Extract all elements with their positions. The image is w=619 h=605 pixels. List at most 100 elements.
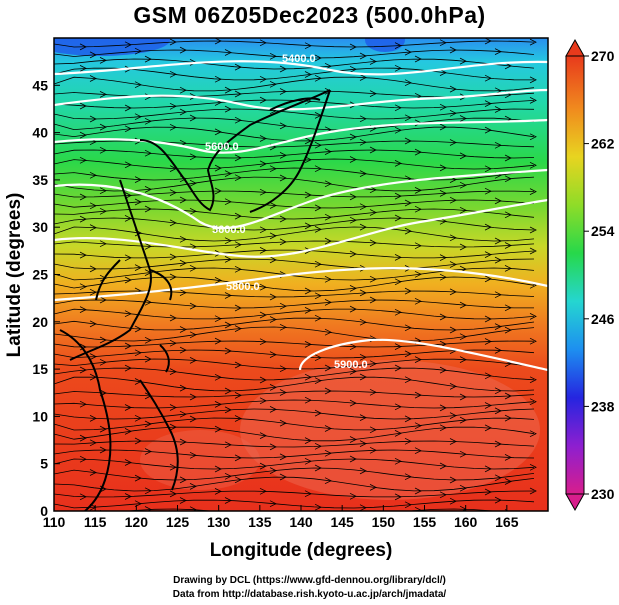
streamline [54, 467, 535, 481]
streamline [54, 217, 535, 231]
wind-arrow-head [169, 273, 177, 281]
wind-arrow-head [459, 450, 467, 458]
wind-arrow-head [349, 250, 357, 258]
wind-arrow-head [134, 198, 142, 206]
x-tick-label: 130 [207, 514, 231, 530]
streamline [54, 40, 535, 48]
wind-arrow-head [459, 206, 467, 214]
wind-arrow-head [359, 373, 367, 381]
wind-arrow-head [124, 493, 132, 500]
wind-arrow-head [124, 459, 132, 466]
cold-patch [54, 38, 170, 56]
x-tick-label: 150 [372, 514, 396, 530]
wind-arrow-head [279, 323, 287, 331]
wind-arrow-head [269, 256, 277, 264]
colorbar-tick-label: 238 [591, 398, 615, 414]
wind-arrow-head [169, 253, 177, 261]
wind-arrow-head [179, 497, 187, 504]
wind-arrow-head [144, 243, 152, 250]
y-tick-label: 5 [40, 456, 48, 472]
wind-arrow-head [394, 126, 402, 134]
wind-arrow-head [269, 443, 277, 451]
wind-arrow-head [89, 288, 97, 296]
geopotential-contours [54, 60, 548, 372]
wind-arrow-head [349, 133, 357, 141]
wind-arrow-head [314, 354, 322, 362]
wind-arrow-head [484, 187, 492, 195]
wind-arrow-head [359, 353, 367, 361]
wind-arrow-head [79, 43, 87, 51]
wind-arrow-head [144, 487, 152, 495]
wind-arrow-head [214, 401, 222, 408]
streamline [54, 490, 535, 498]
plot-title: GSM 06Z05Dec2023 (500.0hPa) [133, 2, 486, 28]
wind-arrow-head [394, 430, 402, 437]
streamline [54, 258, 535, 270]
streamline [54, 117, 535, 131]
wind-arrow-head [179, 346, 187, 354]
streamline [54, 158, 535, 170]
wind-arrow-head [459, 181, 467, 189]
wind-arrow-head [124, 215, 132, 222]
x-axis-title: Longitude (degrees) [210, 540, 393, 561]
y-tick-label: 20 [32, 314, 48, 330]
wind-arrow-head [89, 373, 97, 381]
wind-arrow-head [79, 215, 87, 223]
wind-arrow-head [414, 148, 422, 156]
wind-arrow-head [234, 510, 237, 511]
wind-arrow-head [89, 439, 97, 447]
wind-arrow-head [124, 404, 132, 411]
wind-arrow-head [314, 165, 322, 173]
wind-arrow-head [449, 46, 457, 54]
wind-arrow-head [304, 307, 312, 314]
wind-arrow-head [359, 223, 367, 231]
wind-arrow-head [234, 90, 242, 98]
y-tick-label: 40 [32, 125, 48, 141]
wind-arrow-head [144, 336, 152, 344]
wind-arrow-head [189, 415, 197, 423]
wind-arrow-head [169, 490, 177, 498]
wind-arrow-head [134, 349, 142, 357]
wind-arrow-head [484, 223, 492, 231]
wind-arrow-head [324, 148, 332, 155]
wind-arrow-head [369, 239, 377, 247]
wind-arrow-head [234, 265, 242, 273]
wind-arrow-head [369, 446, 377, 454]
wind-arrow-head [269, 467, 277, 474]
wind-arrow-head [224, 497, 232, 504]
wind-arrow-head [369, 296, 377, 304]
streamline [54, 76, 535, 92]
wind-arrow-head [259, 487, 267, 495]
wind-arrow-head [504, 211, 512, 219]
wind-arrow-head [304, 373, 312, 381]
wind-arrow-head [189, 483, 197, 490]
wind-arrow-head [79, 343, 87, 351]
wind-arrow-head [144, 506, 152, 511]
streamline [54, 67, 535, 81]
wind-arrow-head [459, 115, 467, 122]
wind-arrow-head [134, 47, 142, 55]
wind-arrow-head [144, 149, 152, 157]
wind-arrow-head [394, 254, 402, 261]
wind-arrow-head [279, 453, 287, 461]
wind-arrow-head [439, 164, 447, 172]
wind-arrow-head [134, 500, 142, 508]
wind-arrow-head [494, 440, 502, 448]
wind-arrow-head [439, 491, 447, 499]
wind-arrow-head [484, 251, 492, 258]
wind-arrow-head [79, 65, 87, 72]
wind-arrow-head [394, 308, 402, 316]
wind-arrow-head [214, 315, 222, 323]
wind-arrow-head [169, 102, 177, 110]
wind-arrow-head [414, 242, 422, 250]
wind-arrow-head [259, 75, 267, 83]
wind-arrow-head [214, 373, 222, 381]
wind-arrow-head [349, 65, 357, 73]
wind-arrow-head [99, 91, 107, 98]
wind-arrow-head [224, 292, 232, 299]
wind-arrow-head [214, 38, 222, 45]
wind-arrow-head [359, 138, 367, 146]
wind-arrow-head [79, 102, 87, 110]
streamline [54, 108, 535, 120]
y-tick-label: 25 [32, 267, 48, 283]
